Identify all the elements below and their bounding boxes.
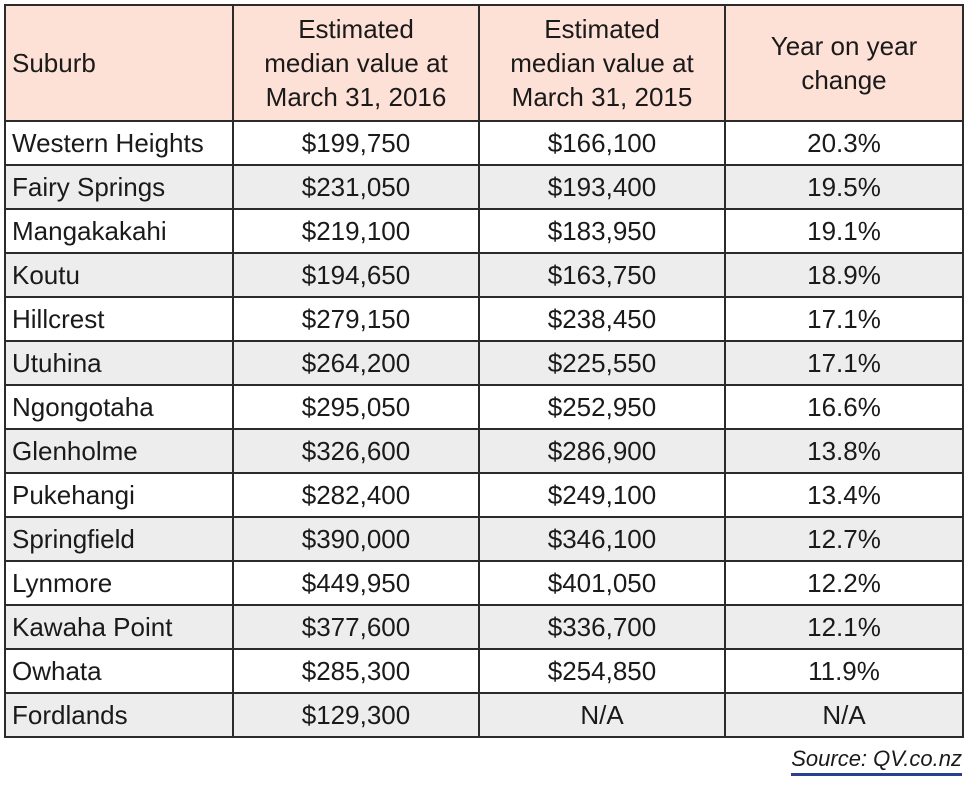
cell-change: 19.5% [724, 164, 964, 210]
header-value-2016-line3: March 31, 2016 [265, 82, 447, 112]
table-row: Pukehangi $282,400 $249,100 13.4% [4, 472, 964, 518]
table-row: Western Heights $199,750 $166,100 20.3% [4, 120, 964, 166]
table-row: Koutu $194,650 $163,750 18.9% [4, 252, 964, 298]
table-header: Suburb Estimated median value at March 3… [4, 4, 964, 122]
cell-value-2015: $252,950 [478, 384, 726, 430]
table-row: Utuhina $264,200 $225,550 17.1% [4, 340, 964, 386]
cell-value-2016: $279,150 [232, 296, 480, 342]
header-value-2015: Estimated median value at March 31, 2015 [478, 4, 726, 122]
cell-value-2015: $401,050 [478, 560, 726, 606]
cell-suburb: Pukehangi [4, 472, 234, 518]
cell-value-2016: $219,100 [232, 208, 480, 254]
cell-value-2016: $129,300 [232, 692, 480, 738]
cell-value-2016: $194,650 [232, 252, 480, 298]
cell-value-2016: $390,000 [232, 516, 480, 562]
cell-value-2015: $238,450 [478, 296, 726, 342]
table-row: Hillcrest $279,150 $238,450 17.1% [4, 296, 964, 342]
cell-value-2015: $163,750 [478, 252, 726, 298]
cell-value-2015: $254,850 [478, 648, 726, 694]
cell-change: 13.8% [724, 428, 964, 474]
header-suburb: Suburb [4, 4, 234, 122]
cell-value-2016: $199,750 [232, 120, 480, 166]
header-value-2015-line1: Estimated [544, 14, 660, 44]
cell-suburb: Western Heights [4, 120, 234, 166]
cell-value-2016: $285,300 [232, 648, 480, 694]
cell-suburb: Mangakakahi [4, 208, 234, 254]
header-value-2016: Estimated median value at March 31, 2016 [232, 4, 480, 122]
cell-value-2015: $249,100 [478, 472, 726, 518]
table-row: Mangakakahi $219,100 $183,950 19.1% [4, 208, 964, 254]
suburb-values-table-wrap: Suburb Estimated median value at March 3… [4, 4, 964, 738]
header-value-2016-line2: median value at [264, 48, 448, 78]
cell-value-2015: $346,100 [478, 516, 726, 562]
cell-value-2015: $286,900 [478, 428, 726, 474]
cell-change: 12.2% [724, 560, 964, 606]
cell-change: 19.1% [724, 208, 964, 254]
cell-suburb: Lynmore [4, 560, 234, 606]
header-value-2015-line3: March 31, 2015 [511, 82, 693, 112]
table-row: Kawaha Point $377,600 $336,700 12.1% [4, 604, 964, 650]
cell-value-2016: $326,600 [232, 428, 480, 474]
cell-value-2016: $449,950 [232, 560, 480, 606]
cell-suburb: Glenholme [4, 428, 234, 474]
header-yoy-line2: change [801, 65, 887, 95]
cell-suburb: Springfield [4, 516, 234, 562]
cell-change: 17.1% [724, 340, 964, 386]
cell-suburb: Fordlands [4, 692, 234, 738]
source-link[interactable]: Source: QV.co.nz [791, 746, 962, 776]
cell-value-2015: N/A [478, 692, 726, 738]
cell-change: 12.7% [724, 516, 964, 562]
header-value-2015-line2: median value at [510, 48, 694, 78]
table-row: Fordlands $129,300 N/A N/A [4, 692, 964, 738]
table-row: Glenholme $326,600 $286,900 13.8% [4, 428, 964, 474]
cell-suburb: Hillcrest [4, 296, 234, 342]
cell-value-2016: $231,050 [232, 164, 480, 210]
header-yoy-change: Year on year change [724, 4, 964, 122]
table-row: Lynmore $449,950 $401,050 12.2% [4, 560, 964, 606]
cell-change: 16.6% [724, 384, 964, 430]
cell-value-2015: $193,400 [478, 164, 726, 210]
cell-value-2015: $166,100 [478, 120, 726, 166]
header-value-2016-line1: Estimated [298, 14, 414, 44]
cell-change: 17.1% [724, 296, 964, 342]
table-row: Fairy Springs $231,050 $193,400 19.5% [4, 164, 964, 210]
cell-change: 13.4% [724, 472, 964, 518]
cell-change: N/A [724, 692, 964, 738]
header-yoy-line1: Year on year [770, 31, 918, 61]
cell-suburb: Koutu [4, 252, 234, 298]
table-body: Western Heights $199,750 $166,100 20.3% Fai… [4, 120, 964, 738]
cell-change: 12.1% [724, 604, 964, 650]
cell-suburb: Owhata [4, 648, 234, 694]
cell-value-2016: $264,200 [232, 340, 480, 386]
table-row: Owhata $285,300 $254,850 11.9% [4, 648, 964, 694]
cell-suburb: Ngongotaha [4, 384, 234, 430]
cell-value-2015: $183,950 [478, 208, 726, 254]
table-row: Ngongotaha $295,050 $252,950 16.6% [4, 384, 964, 430]
cell-value-2016: $295,050 [232, 384, 480, 430]
cell-change: 18.9% [724, 252, 964, 298]
cell-suburb: Fairy Springs [4, 164, 234, 210]
cell-value-2015: $336,700 [478, 604, 726, 650]
cell-suburb: Kawaha Point [4, 604, 234, 650]
table-row: Springfield $390,000 $346,100 12.7% [4, 516, 964, 562]
cell-change: 20.3% [724, 120, 964, 166]
cell-value-2015: $225,550 [478, 340, 726, 386]
cell-suburb: Utuhina [4, 340, 234, 386]
header-row: Suburb Estimated median value at March 3… [4, 4, 964, 122]
cell-value-2016: $282,400 [232, 472, 480, 518]
suburb-values-table: Suburb Estimated median value at March 3… [4, 4, 964, 738]
cell-change: 11.9% [724, 648, 964, 694]
cell-value-2016: $377,600 [232, 604, 480, 650]
